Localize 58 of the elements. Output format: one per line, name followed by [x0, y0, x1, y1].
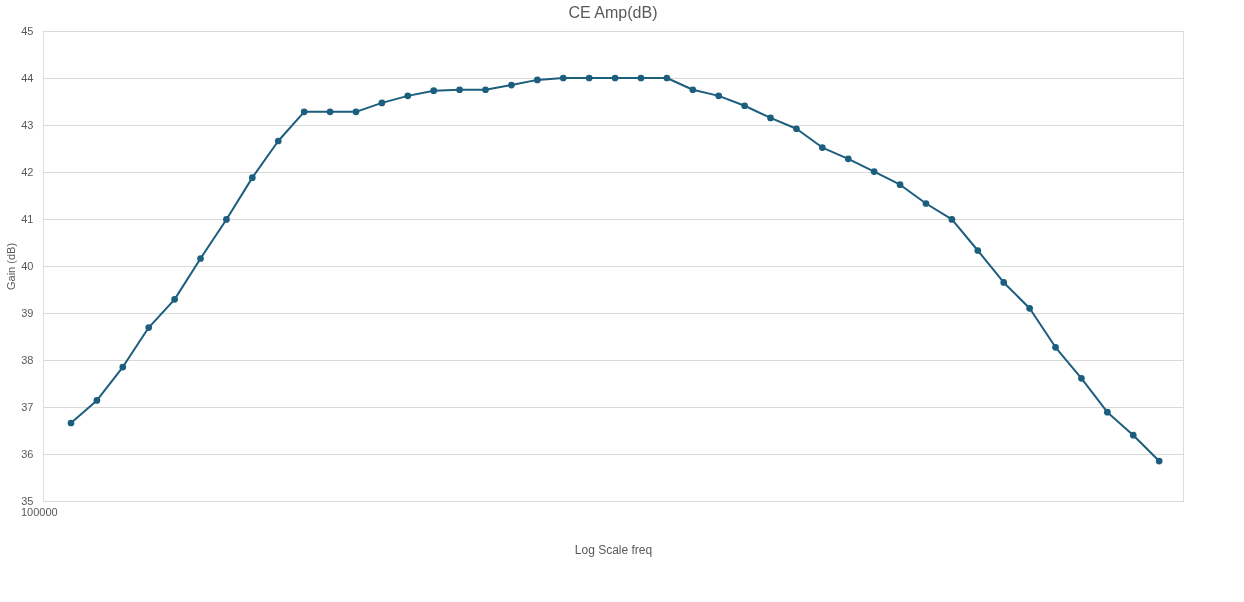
y-tick-label: 44	[21, 71, 34, 84]
text: 100000	[21, 506, 58, 518]
point	[533, 76, 541, 84]
point	[482, 86, 489, 94]
point	[559, 74, 567, 82]
point	[585, 74, 593, 82]
point	[93, 397, 101, 404]
point	[922, 200, 930, 207]
point	[793, 125, 800, 133]
chart-title: CE Amp(dB)	[568, 4, 658, 21]
y-tick-label: 38	[21, 353, 34, 366]
point	[1155, 457, 1163, 465]
point	[197, 255, 204, 262]
y-axis-title: Gain (dB)	[5, 242, 18, 291]
point	[948, 216, 956, 223]
point	[404, 92, 412, 100]
point	[171, 296, 178, 303]
point	[1078, 374, 1085, 382]
y-tick-label: 40	[21, 259, 34, 272]
y-tick-label: 43	[21, 118, 34, 131]
point	[352, 108, 360, 116]
y-tick-label: 42	[21, 165, 34, 178]
y-tick-label: 45	[21, 24, 34, 37]
point	[1000, 279, 1008, 286]
point	[508, 81, 515, 89]
point	[1103, 408, 1111, 416]
point	[67, 419, 75, 427]
point	[145, 324, 153, 331]
point	[223, 216, 230, 223]
y-tick-label: 41	[21, 212, 34, 225]
point	[870, 168, 878, 175]
point	[430, 87, 438, 95]
point	[274, 137, 282, 145]
point	[767, 114, 774, 122]
point	[818, 144, 826, 151]
point	[611, 74, 619, 82]
y-tick-label: 35	[21, 494, 34, 507]
point	[689, 86, 697, 94]
y-tick-label: 39	[21, 306, 34, 319]
point	[456, 86, 463, 94]
y-tick-label: 37	[21, 400, 34, 413]
point	[1052, 343, 1059, 351]
point	[663, 74, 671, 82]
point	[300, 108, 308, 116]
point	[1129, 431, 1137, 439]
point	[715, 92, 723, 100]
point	[248, 174, 256, 181]
point	[974, 247, 982, 254]
point	[637, 74, 645, 82]
x-axis-title: Log Scale freq	[574, 542, 653, 557]
point	[326, 108, 334, 116]
point	[1026, 304, 1033, 312]
point	[378, 99, 386, 107]
point	[896, 181, 904, 189]
point	[741, 102, 748, 110]
y-tick-label: 36	[21, 447, 34, 460]
point	[844, 155, 852, 163]
point	[119, 363, 127, 371]
